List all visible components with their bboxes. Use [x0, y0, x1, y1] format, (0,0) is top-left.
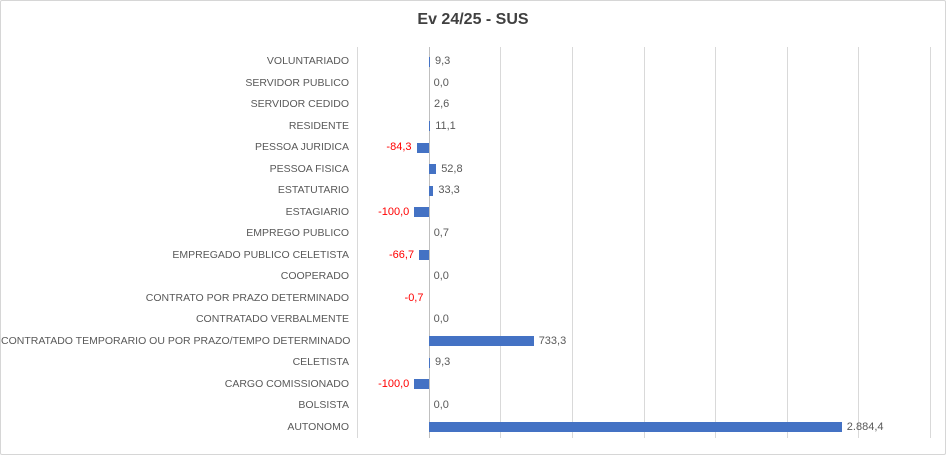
value-label: 733,3 — [538, 334, 567, 347]
category-label: CONTRATADO TEMPORARIO OU POR PRAZO/TEMPO… — [1, 334, 351, 347]
bar — [416, 142, 429, 153]
value-label: 0,0 — [433, 399, 449, 411]
bar — [428, 185, 434, 196]
category-label: SERVIDOR PUBLICO — [245, 76, 349, 89]
category-label: EMPREGO PUBLICO — [246, 227, 349, 239]
zero-axis-line — [428, 47, 430, 438]
gridline-vertical — [930, 47, 931, 438]
category-label: ESTAGIARIO — [285, 205, 349, 218]
gridline-vertical — [357, 47, 358, 438]
category-label: CONTRATADO VERBALMENTE — [195, 313, 349, 325]
category-label: CARGO COMISSIONADO — [224, 377, 349, 390]
gridline-vertical — [643, 47, 645, 438]
bar — [428, 422, 842, 433]
value-label: -100,0 — [378, 205, 410, 218]
category-label: BOLSISTA — [298, 399, 349, 411]
value-label: 9,3 — [435, 356, 451, 368]
bar — [428, 121, 431, 132]
bar — [428, 357, 430, 368]
category-label: VOLUNTARIADO — [266, 55, 349, 67]
bar — [414, 207, 429, 218]
category-label: PESSOA JURIDICA — [255, 141, 349, 153]
value-label: 11,1 — [435, 119, 456, 132]
category-label: ESTATUTARIO — [277, 184, 349, 196]
value-label: 52,8 — [441, 162, 463, 175]
category-label: RESIDENTE — [288, 119, 349, 132]
bar — [428, 164, 437, 175]
category-label: COOPERADO — [280, 270, 349, 282]
value-label: 33,3 — [438, 184, 460, 196]
value-label: -100,0 — [378, 377, 410, 390]
gridline-vertical — [786, 47, 788, 438]
gridline-vertical — [858, 47, 860, 438]
value-label: 2,6 — [434, 98, 450, 110]
value-label: -0,7 — [404, 291, 424, 304]
gridline-vertical — [571, 47, 573, 438]
value-label: 2.884,4 — [846, 420, 884, 433]
category-label: AUTONOMO — [287, 420, 349, 433]
chart-title: Ev 24/25 - SUS — [417, 11, 529, 28]
value-label: 0,0 — [433, 313, 449, 325]
category-label: CELETISTA — [292, 356, 349, 368]
bar — [428, 336, 534, 347]
category-label: EMPREGADO PUBLICO CELETISTA — [172, 248, 349, 261]
category-label: PESSOA FISICA — [269, 162, 349, 175]
category-label: CONTRATO POR PRAZO DETERMINADO — [145, 291, 349, 304]
bar — [428, 56, 430, 67]
gridline-vertical — [715, 47, 717, 438]
value-label: -66,7 — [389, 248, 415, 261]
value-label: 9,3 — [435, 55, 451, 67]
gridline-vertical — [500, 47, 502, 438]
bar — [414, 379, 429, 390]
value-label: 0,0 — [433, 76, 449, 89]
value-label: 0,0 — [433, 270, 449, 282]
bar — [419, 250, 429, 261]
category-label: SERVIDOR CEDIDO — [250, 98, 349, 110]
value-label: 0,7 — [433, 227, 449, 239]
value-label: -84,3 — [386, 141, 412, 153]
